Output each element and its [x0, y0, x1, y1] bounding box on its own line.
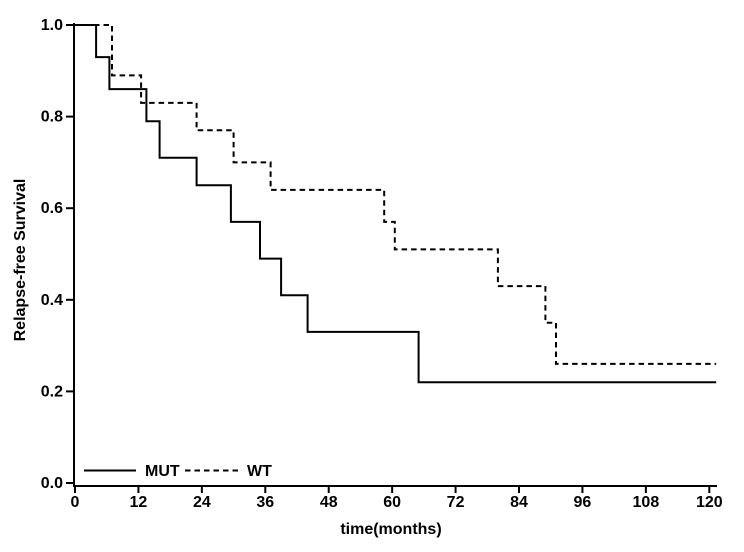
legend: MUT WT [84, 463, 272, 480]
x-tick-label: 84 [510, 494, 528, 511]
y-tick-label: 0.6 [41, 200, 63, 217]
legend-wt-label: WT [247, 463, 272, 480]
x-tick-label: 96 [574, 494, 592, 511]
x-tick-label: 72 [447, 494, 465, 511]
survival-curve-wt [75, 24, 717, 365]
y-tick-label: 0.0 [41, 475, 63, 492]
x-tick-label: 0 [71, 494, 80, 511]
x-tick-label: 48 [320, 494, 338, 511]
x-tick-label: 120 [696, 494, 723, 511]
x-tick-label: 36 [256, 494, 274, 511]
legend-mut-label: MUT [145, 463, 180, 480]
y-axis-title: Relapse-free Survival [12, 179, 29, 342]
y-tick-label: 0.4 [41, 292, 63, 309]
survival-curves [75, 24, 717, 384]
x-tick-label: 108 [633, 494, 660, 511]
x-axis-ticks: 0 12 24 36 48 60 72 84 96 108 120 [71, 486, 723, 511]
axes [73, 23, 717, 487]
x-tick-label: 24 [193, 494, 211, 511]
x-axis-title: time(months) [340, 521, 441, 538]
y-axis-ticks: 0.0 0.2 0.4 0.6 0.8 1.0 [41, 17, 73, 492]
survival-curve-mut [75, 24, 717, 384]
y-tick-label: 0.8 [41, 109, 63, 126]
x-tick-label: 12 [130, 494, 148, 511]
y-tick-label: 0.2 [41, 383, 63, 400]
x-tick-label: 60 [383, 494, 401, 511]
y-tick-label: 1.0 [41, 17, 63, 34]
